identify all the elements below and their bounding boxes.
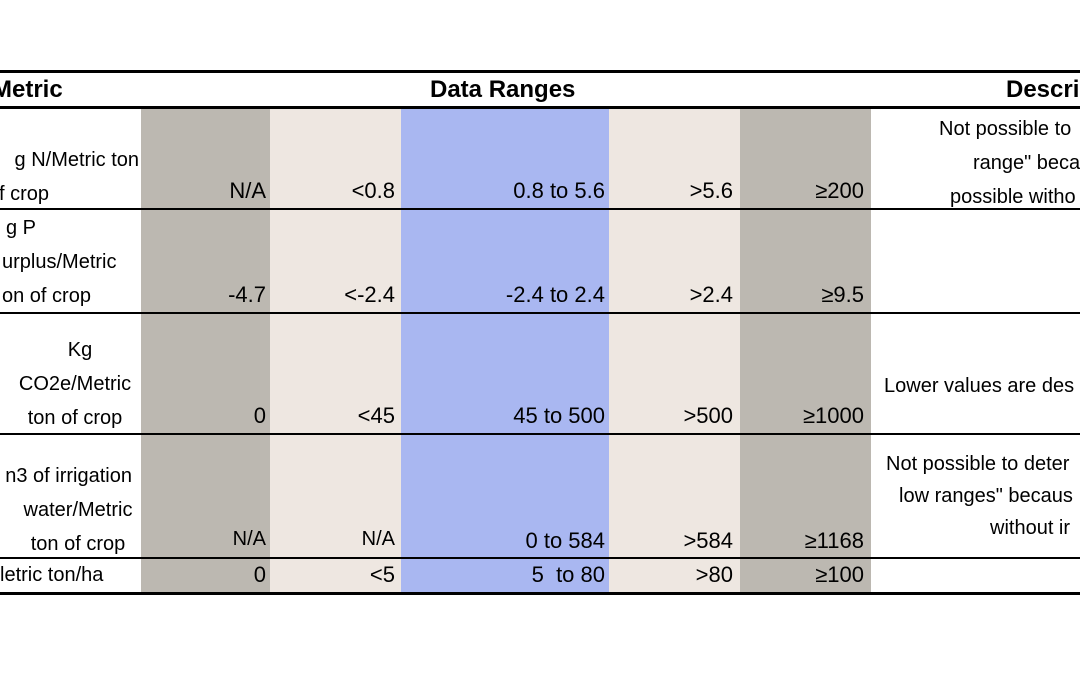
metric-cell: letric ton/ha	[0, 558, 160, 592]
metric-line: f crop	[0, 183, 50, 205]
description-line: range" becaus	[973, 152, 1080, 174]
header-description: Descri	[1006, 76, 1080, 103]
metric-line: ton of crop	[27, 407, 123, 429]
metric-line: urplus/Metric	[2, 251, 117, 273]
value-cell: ≥100	[815, 562, 864, 587]
description-line: without ir	[990, 517, 1071, 539]
header-rule	[0, 106, 1080, 109]
description-line: low ranges" becaus	[899, 485, 1073, 507]
metric-cell: g N/Metric ton f crop	[0, 143, 139, 211]
value-cell: >500	[683, 403, 733, 428]
value-cell: >2.4	[689, 282, 733, 307]
value-cell: ≥9.5	[821, 282, 864, 307]
value-cell: 0	[253, 562, 266, 587]
value-cell: -4.7	[228, 282, 266, 307]
value-cell: N/A	[232, 528, 266, 550]
metric-line: water/Metric	[23, 499, 133, 521]
description-line: possible witho	[950, 186, 1076, 208]
metric-cell: n3 of irrigation water/Metric ton of cro…	[0, 459, 140, 561]
row-divider	[0, 208, 1080, 210]
description-line: Lower values are des	[884, 375, 1075, 397]
metric-line: g P	[6, 217, 37, 239]
row-divider	[0, 312, 1080, 314]
table-top-rule	[0, 70, 1080, 73]
value-cell: <45	[357, 403, 395, 428]
column-band-target	[401, 108, 609, 593]
row-divider	[0, 433, 1080, 435]
table-bottom-rule	[0, 592, 1080, 595]
metric-line: CO2e/Metric	[18, 373, 132, 395]
row-divider	[0, 557, 1080, 559]
description-cell: Not possible to range" becaus possible w…	[872, 112, 1080, 214]
metric-line: Kg	[67, 339, 93, 361]
value-cell: <0.8	[351, 178, 395, 203]
description-line: Not possible to	[939, 118, 1072, 140]
value-cell: 0 to 584	[525, 528, 605, 553]
description-line: Not possible to deter	[886, 453, 1070, 475]
value-cell: <5	[369, 562, 395, 587]
description-cell: Lower values are des	[884, 369, 1080, 403]
header-metric: Metric	[0, 76, 63, 103]
value-cell: N/A	[229, 178, 266, 203]
value-cell: N/A	[361, 528, 395, 550]
column-band-1	[141, 108, 270, 593]
column-band-5	[740, 108, 871, 593]
metric-line: g N/Metric ton	[14, 149, 139, 171]
value-cell: 0	[253, 403, 266, 428]
value-cell: >584	[683, 528, 733, 553]
metric-cell: Kg CO2e/Metric ton of crop	[0, 333, 140, 435]
metric-line: on of crop	[2, 285, 91, 307]
value-cell: -2.4 to 2.4	[505, 282, 605, 307]
value-cell: 0.8 to 5.6	[513, 178, 605, 203]
column-band-2	[270, 108, 401, 593]
value-cell: >80	[695, 562, 733, 587]
value-cell: ≥1000	[802, 403, 864, 428]
value-cell: ≥200	[815, 178, 864, 203]
description-cell: Not possible to deter low ranges" becaus…	[886, 448, 1080, 544]
metric-line: n3 of irrigation	[5, 465, 132, 487]
value-cell: ≥1168	[804, 528, 864, 553]
metric-line: ton of crop	[30, 533, 126, 555]
value-cell: 45 to 500	[513, 403, 605, 428]
metric-line: letric ton/ha	[0, 564, 104, 586]
metric-cell: g P urplus/Metric on of crop	[0, 211, 160, 313]
value-cell: >5.6	[689, 178, 733, 203]
column-band-4	[609, 108, 740, 593]
value-cell: <-2.4	[344, 282, 395, 307]
header-data-ranges: Data Ranges	[430, 76, 576, 103]
value-cell: 5 to 80	[531, 562, 605, 587]
